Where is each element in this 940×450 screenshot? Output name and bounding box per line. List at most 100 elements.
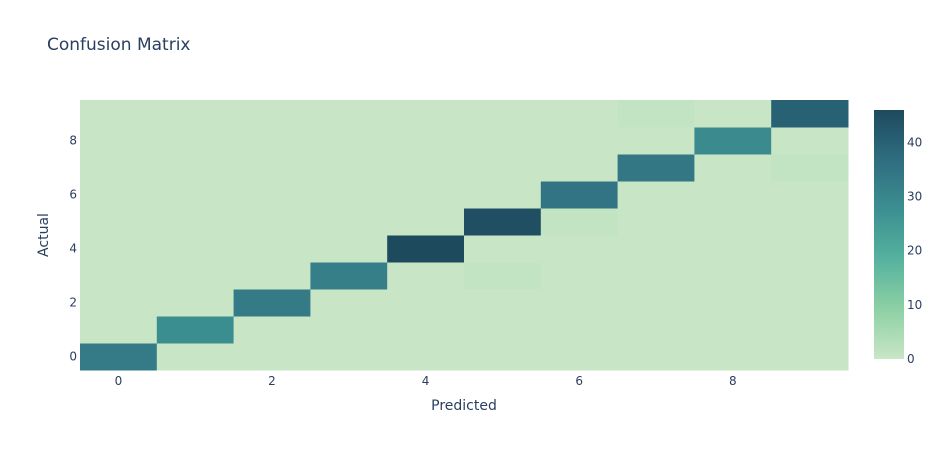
heatmap-cell-3-8 [694, 262, 772, 290]
heatmap-cell-4-2 [233, 235, 311, 263]
heatmap-cell-6-2 [233, 181, 311, 209]
heatmap-cell-1-2 [233, 316, 311, 344]
x-axis-ticks: 0 2 4 6 8 [115, 374, 737, 388]
heatmap-cell-2-6 [540, 289, 619, 317]
heatmap-cell-9-1 [156, 100, 235, 128]
x-axis-title: Predicted [431, 398, 497, 414]
heatmap-cell-6-8 [694, 181, 772, 209]
x-tick-label: 4 [422, 374, 430, 388]
heatmap-cell-1-6 [540, 316, 619, 344]
heatmap-cell-1-7 [617, 316, 695, 344]
heatmap-cell-8-7 [617, 127, 695, 155]
heatmap-cell-8-2 [233, 127, 311, 155]
y-axis-title: Actual [36, 213, 52, 257]
heatmap-cell-3-4 [387, 262, 465, 290]
heatmap-cell-2-8 [694, 289, 772, 317]
heatmap-cell-9-7 [617, 100, 695, 128]
colorbar [874, 110, 904, 359]
y-tick-label: 4 [69, 242, 77, 256]
heatmap-cell-9-3 [310, 100, 388, 128]
heatmap-cell-3-5 [464, 262, 542, 290]
heatmap [80, 100, 849, 371]
heatmap-cell-4-7 [617, 235, 695, 263]
heatmap-cell-5-5 [464, 208, 542, 236]
heatmap-cell-8-1 [156, 127, 235, 155]
heatmap-cell-1-1 [156, 316, 235, 344]
colorbar-tick-label: 40 [907, 135, 922, 149]
heatmap-cell-7-7 [617, 154, 695, 182]
heatmap-cell-0-1 [156, 343, 235, 371]
heatmap-cell-9-9 [771, 100, 849, 128]
heatmap-cell-5-6 [540, 208, 619, 236]
heatmap-cell-2-5 [464, 289, 542, 317]
heatmap-cell-4-8 [694, 235, 772, 263]
heatmap-cell-3-7 [617, 262, 695, 290]
heatmap-cell-7-8 [694, 154, 772, 182]
heatmap-cell-4-1 [156, 235, 235, 263]
heatmap-cell-3-0 [80, 262, 158, 290]
heatmap-cell-2-4 [387, 289, 465, 317]
heatmap-cell-9-0 [80, 100, 158, 128]
heatmap-cell-5-8 [694, 208, 772, 236]
heatmap-cell-9-2 [233, 100, 311, 128]
heatmap-cell-0-7 [617, 343, 695, 371]
heatmap-cell-1-4 [387, 316, 465, 344]
heatmap-cell-2-9 [771, 289, 849, 317]
heatmap-cell-0-2 [233, 343, 311, 371]
heatmap-cell-6-5 [464, 181, 542, 209]
heatmap-cell-0-6 [540, 343, 619, 371]
heatmap-cell-4-6 [540, 235, 619, 263]
heatmap-cell-4-3 [310, 235, 388, 263]
heatmap-cell-4-4 [387, 235, 465, 263]
heatmap-cell-3-2 [233, 262, 311, 290]
heatmap-cell-0-9 [771, 343, 849, 371]
heatmap-cell-7-5 [464, 154, 542, 182]
heatmap-cell-0-5 [464, 343, 542, 371]
heatmap-cell-6-3 [310, 181, 388, 209]
colorbar-tick-label: 10 [907, 298, 922, 312]
heatmap-cell-7-6 [540, 154, 619, 182]
heatmap-cell-2-2 [233, 289, 311, 317]
heatmap-cell-2-1 [156, 289, 235, 317]
x-tick-label: 8 [729, 374, 737, 388]
heatmap-cell-3-3 [310, 262, 388, 290]
heatmap-cell-5-3 [310, 208, 388, 236]
heatmap-cell-8-0 [80, 127, 158, 155]
heatmap-cell-8-9 [771, 127, 849, 155]
heatmap-cell-9-5 [464, 100, 542, 128]
y-tick-label: 8 [69, 134, 77, 148]
heatmap-cell-1-9 [771, 316, 849, 344]
y-axis-ticks: 0 2 4 6 8 [69, 134, 77, 364]
heatmap-cell-9-4 [387, 100, 465, 128]
heatmap-cell-2-7 [617, 289, 695, 317]
heatmap-cell-7-4 [387, 154, 465, 182]
heatmap-cell-5-1 [156, 208, 235, 236]
heatmap-cell-0-8 [694, 343, 772, 371]
heatmap-cell-3-6 [540, 262, 619, 290]
heatmap-cell-4-5 [464, 235, 542, 263]
y-tick-label: 2 [69, 296, 77, 310]
heatmap-cell-1-5 [464, 316, 542, 344]
heatmap-cell-0-4 [387, 343, 465, 371]
colorbar-ticks: 0 10 20 30 40 [907, 135, 922, 366]
heatmap-cell-4-0 [80, 235, 158, 263]
heatmap-cell-8-4 [387, 127, 465, 155]
heatmap-cell-8-6 [540, 127, 619, 155]
y-tick-label: 6 [69, 188, 77, 202]
colorbar-tick-label: 0 [907, 352, 915, 366]
colorbar-tick-label: 20 [907, 244, 922, 258]
y-tick-label: 0 [69, 350, 77, 364]
heatmap-cell-8-8 [694, 127, 772, 155]
heatmap-cell-1-0 [80, 316, 158, 344]
heatmap-cell-3-1 [156, 262, 235, 290]
heatmap-cell-3-9 [771, 262, 849, 290]
heatmap-cell-2-0 [80, 289, 158, 317]
heatmap-cell-9-6 [540, 100, 619, 128]
heatmap-cell-2-3 [310, 289, 388, 317]
heatmap-cell-0-0 [80, 343, 158, 371]
heatmap-cell-6-0 [80, 181, 158, 209]
heatmap-cell-5-7 [617, 208, 695, 236]
heatmap-cell-7-3 [310, 154, 388, 182]
heatmap-cell-4-9 [771, 235, 849, 263]
